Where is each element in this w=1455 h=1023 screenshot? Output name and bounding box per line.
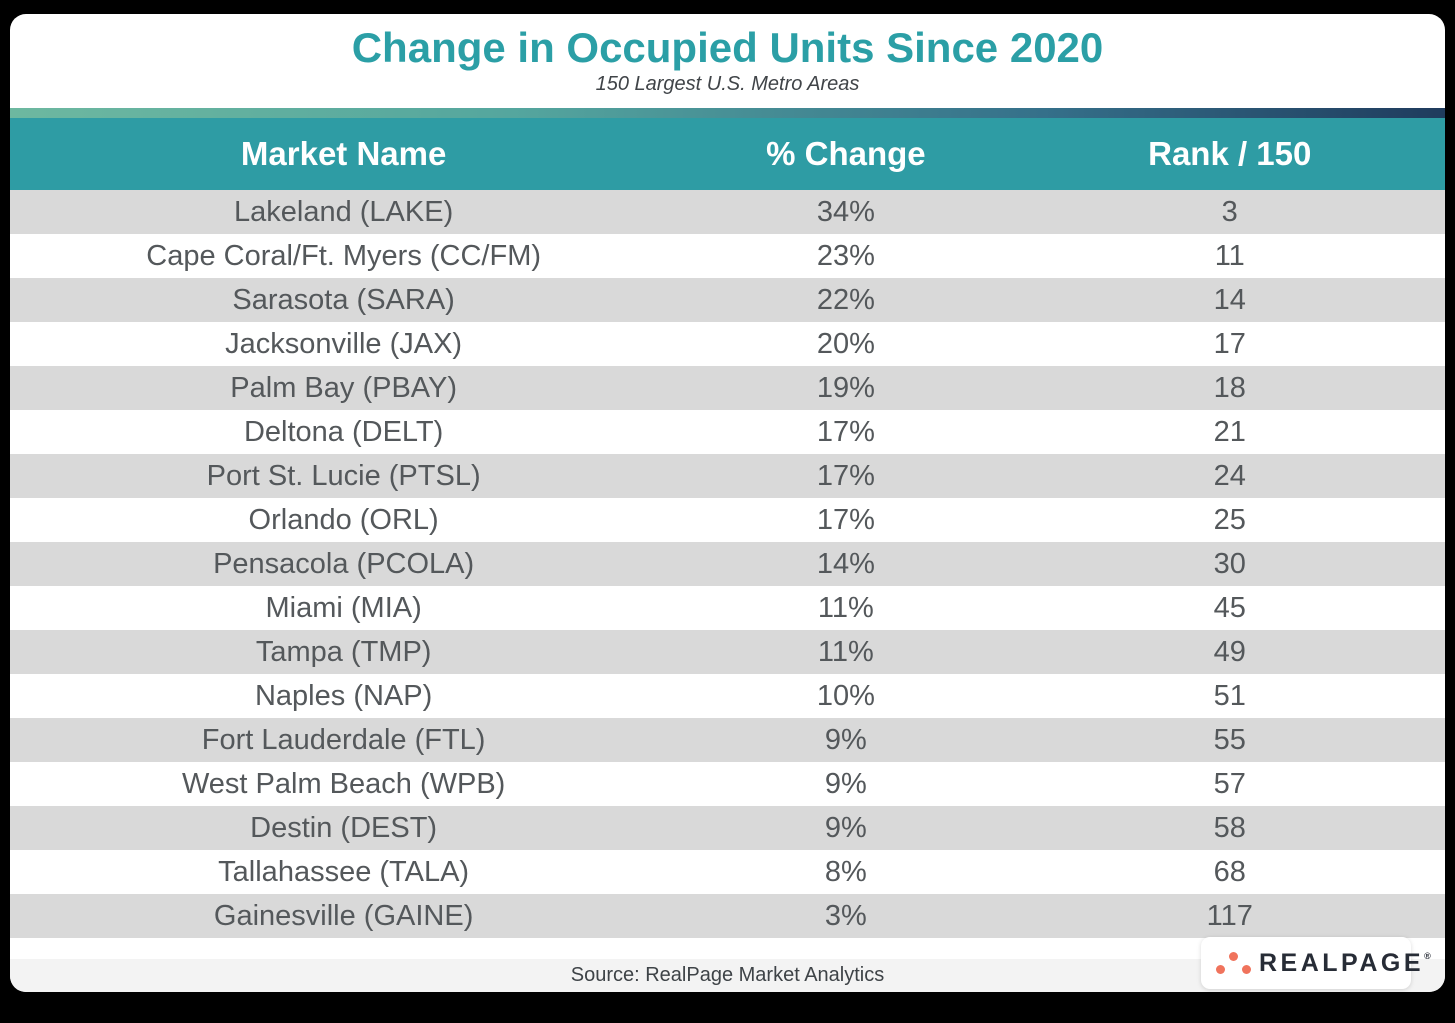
table-row: Jacksonville (JAX) 20% 17	[10, 322, 1445, 366]
cell-rank: 17	[1213, 327, 1246, 360]
table-row: Lakeland (LAKE) 34% 3	[10, 190, 1445, 234]
header-row: Market Name % Change Rank / 150	[10, 118, 1445, 190]
cell-change: 8%	[824, 855, 867, 888]
cell-rank: 11	[1214, 239, 1245, 272]
table-row: West Palm Beach (WPB) 9% 57	[10, 762, 1445, 806]
table-row: Pensacola (PCOLA) 14% 30	[10, 542, 1445, 586]
cell-market: Deltona (DELT)	[243, 415, 444, 448]
table-row: Orlando (ORL) 17% 25	[10, 498, 1445, 542]
trademark-mark: ®	[1424, 950, 1431, 961]
cell-market: Jacksonville (JAX)	[225, 327, 463, 360]
table-header: Market Name % Change Rank / 150	[10, 118, 1445, 190]
cell-rank: 25	[1213, 503, 1246, 536]
cell-rank: 30	[1213, 547, 1246, 580]
realpage-logo-dots-icon	[1216, 951, 1251, 975]
header-rank: Rank / 150	[1014, 118, 1445, 190]
cell-market: Lakeland (LAKE)	[234, 195, 454, 228]
cell-market: Tallahassee (TALA)	[218, 855, 470, 888]
source-text: Source: RealPage Market Analytics	[570, 964, 885, 986]
cell-change: 17%	[816, 459, 875, 492]
cell-rank: 57	[1213, 767, 1246, 800]
cell-change: 22%	[816, 283, 875, 316]
cell-rank: 3	[1221, 195, 1238, 228]
header-market-name: Market Name	[10, 118, 678, 190]
cell-change: 19%	[816, 371, 875, 404]
infographic-card: Change in Occupied Units Since 2020 150 …	[10, 14, 1445, 992]
realpage-logo-text: REALPAGE®	[1259, 948, 1431, 977]
cell-rank: 49	[1213, 635, 1246, 668]
table-row: Port St. Lucie (PTSL) 17% 24	[10, 454, 1445, 498]
cell-market: Port St. Lucie (PTSL)	[206, 459, 481, 492]
cell-market: Tampa (TMP)	[255, 635, 432, 668]
cell-market: Miami (MIA)	[265, 591, 422, 624]
page-subtitle: 150 Largest U.S. Metro Areas	[595, 73, 860, 96]
cell-market: Pensacola (PCOLA)	[213, 547, 475, 580]
cell-market: Cape Coral/Ft. Myers (CC/FM)	[146, 239, 542, 272]
cell-rank: 14	[1213, 283, 1246, 316]
cell-change: 17%	[816, 503, 875, 536]
cell-market: Orlando (ORL)	[248, 503, 439, 536]
cell-change: 17%	[816, 415, 875, 448]
table-row: Sarasota (SARA) 22% 14	[10, 278, 1445, 322]
occupied-units-table: Market Name % Change Rank / 150 Lakeland…	[10, 118, 1445, 938]
realpage-logo: REALPAGE®	[1201, 937, 1431, 989]
table-body: Lakeland (LAKE) 34% 3 Cape Coral/Ft. Mye…	[10, 190, 1445, 938]
cell-change: 11%	[817, 591, 874, 624]
cell-rank: 21	[1213, 415, 1246, 448]
cell-market: Destin (DEST)	[250, 811, 438, 844]
cell-change: 23%	[816, 239, 875, 272]
title-block: Change in Occupied Units Since 2020 150 …	[10, 14, 1445, 108]
cell-market: Gainesville (GAINE)	[213, 899, 474, 932]
cell-rank: 24	[1213, 459, 1246, 492]
cell-change: 9%	[824, 723, 867, 756]
cell-market: Fort Lauderdale (FTL)	[201, 723, 486, 756]
cell-rank: 68	[1213, 855, 1246, 888]
table-row: Deltona (DELT) 17% 21	[10, 410, 1445, 454]
cell-change: 9%	[824, 811, 867, 844]
header-percent-change: % Change	[677, 118, 1015, 190]
cell-change: 11%	[817, 635, 874, 668]
table-row: Cape Coral/Ft. Myers (CC/FM) 23% 11	[10, 234, 1445, 278]
cell-rank: 45	[1213, 591, 1246, 624]
table-row: Tampa (TMP) 11% 49	[10, 630, 1445, 674]
cell-rank: 51	[1213, 679, 1246, 712]
table-row: Fort Lauderdale (FTL) 9% 55	[10, 718, 1445, 762]
page-title: Change in Occupied Units Since 2020	[351, 24, 1104, 71]
cell-rank: 18	[1213, 371, 1246, 404]
table-row: Palm Bay (PBAY) 19% 18	[10, 366, 1445, 410]
cell-change: 14%	[816, 547, 875, 580]
cell-market: Sarasota (SARA)	[232, 283, 455, 316]
cell-change: 10%	[816, 679, 875, 712]
cell-change: 34%	[816, 195, 875, 228]
table-row: Miami (MIA) 11% 45	[10, 586, 1445, 630]
cell-rank: 58	[1213, 811, 1246, 844]
cell-change: 3%	[824, 899, 867, 932]
cell-market: Naples (NAP)	[254, 679, 433, 712]
table-row: Gainesville (GAINE) 3% 117	[10, 894, 1445, 938]
cell-market: West Palm Beach (WPB)	[181, 767, 506, 800]
cell-change: 9%	[824, 767, 867, 800]
divider-gradient-bar	[10, 108, 1445, 118]
table-row: Tallahassee (TALA) 8% 68	[10, 850, 1445, 894]
cell-rank: 117	[1206, 899, 1253, 932]
table-row: Destin (DEST) 9% 58	[10, 806, 1445, 850]
cell-rank: 55	[1213, 723, 1246, 756]
table-row: Naples (NAP) 10% 51	[10, 674, 1445, 718]
cell-market: Palm Bay (PBAY)	[230, 371, 457, 404]
cell-change: 20%	[816, 327, 875, 360]
